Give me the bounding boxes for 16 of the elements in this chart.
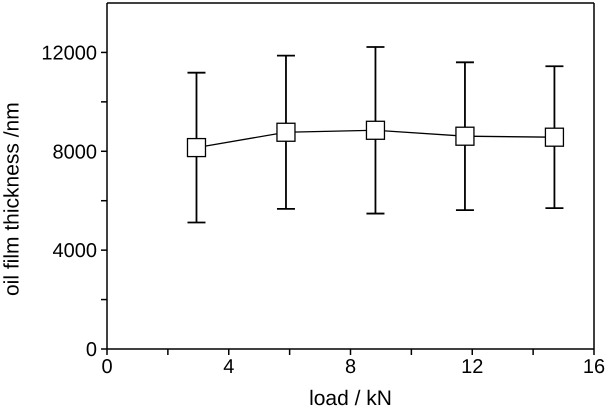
x-tick-label: 8 bbox=[344, 356, 356, 378]
point bbox=[276, 122, 296, 142]
point bbox=[186, 138, 206, 158]
point bbox=[366, 120, 386, 140]
x-tick-label: 12 bbox=[461, 356, 484, 378]
x-tick-label: 0 bbox=[101, 356, 113, 378]
y-tick-label: 0 bbox=[86, 339, 97, 362]
y-axis-title: oil film thickness /nm bbox=[0, 102, 24, 296]
y-tick-label: 4000 bbox=[52, 240, 97, 262]
x-axis-title: load / kN bbox=[309, 387, 392, 410]
point bbox=[455, 126, 475, 146]
y-tick-label: 8000 bbox=[52, 141, 97, 164]
x-tick-label: 4 bbox=[223, 356, 234, 378]
x-tick-label: 16 bbox=[582, 356, 606, 378]
y-tick-label: 12000 bbox=[41, 42, 97, 65]
point bbox=[544, 128, 564, 147]
